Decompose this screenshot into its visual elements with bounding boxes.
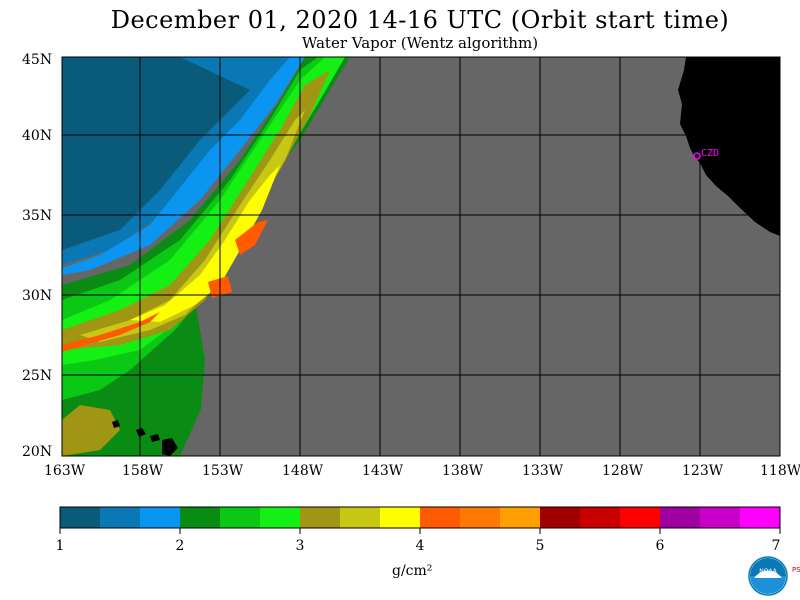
colorbar-tick-label: 6 <box>656 538 665 554</box>
lon-label-138w: 138W <box>442 463 484 479</box>
colorbar-tick-label: 5 <box>536 538 545 554</box>
lon-label-118w: 118W <box>760 463 800 479</box>
swath-band-13 <box>62 405 120 456</box>
noaa-logo: NOAA <box>748 556 788 596</box>
graticule <box>62 57 780 456</box>
lat-label-40n: 40N <box>22 128 52 144</box>
colorbar-ticks: 1 2 3 4 5 6 7 <box>56 528 781 554</box>
lat-label-35n: 35N <box>22 208 52 224</box>
lon-label-133w: 133W <box>522 463 564 479</box>
station-marker <box>693 152 701 160</box>
colorbar-swatch <box>60 507 101 528</box>
land-hawaii-3 <box>150 434 160 442</box>
colorbar-tick-label: 7 <box>772 538 781 554</box>
lat-label-30n: 30N <box>22 288 52 304</box>
lat-label-25n: 25N <box>22 368 52 384</box>
page-subtitle: Water Vapor (Wentz algorithm) <box>301 34 539 52</box>
psl-text: PSL <box>792 566 800 574</box>
lat-label-20n: 20N <box>22 444 52 460</box>
colorbar-swatch <box>340 507 381 528</box>
lon-label-143w: 143W <box>362 463 404 479</box>
colorbar-tick-label: 3 <box>296 538 305 554</box>
colorbar-tick-label: 1 <box>56 538 65 554</box>
noaa-logo-text: NOAA <box>759 568 777 575</box>
colorbar <box>60 507 781 528</box>
colorbar-swatch <box>500 507 541 528</box>
colorbar-swatch <box>420 507 461 528</box>
colorbar-swatch <box>140 507 181 528</box>
colorbar-swatch <box>300 507 341 528</box>
colorbar-swatch <box>260 507 301 528</box>
colorbar-units: g/cm² <box>392 563 433 579</box>
colorbar-swatch <box>700 507 741 528</box>
lon-label-123w: 123W <box>682 463 724 479</box>
lon-label-148w: 148W <box>282 463 324 479</box>
swath-edge-mask <box>180 57 780 456</box>
land-hawaii-4 <box>162 438 178 456</box>
swath-band-3 <box>62 57 305 275</box>
water-vapor-swath <box>62 57 780 456</box>
colorbar-swatch <box>220 507 261 528</box>
colorbar-swatch <box>540 507 581 528</box>
colorbar-swatch <box>100 507 141 528</box>
land-north-america <box>678 57 780 236</box>
swath-band-2 <box>62 57 300 270</box>
colorbar-swatch <box>180 507 221 528</box>
page-title: December 01, 2020 14-16 UTC (Orbit start… <box>110 6 730 34</box>
land-hawaii-1 <box>112 420 120 428</box>
colorbar-swatch <box>660 507 701 528</box>
station-label: CZD <box>701 148 719 159</box>
map-frame <box>61 56 781 457</box>
colorbar-swatch <box>740 507 781 528</box>
lon-label-128w: 128W <box>602 463 644 479</box>
colorbar-swatch <box>620 507 661 528</box>
swath-band-9 <box>130 165 280 322</box>
colorbar-swatch <box>380 507 421 528</box>
colorbar-swatch <box>580 507 621 528</box>
colorbar-tick-label: 2 <box>176 538 185 554</box>
lon-label-153w: 153W <box>202 463 244 479</box>
colorbar-tick-label: 4 <box>416 538 425 554</box>
swath-band-6 <box>62 57 345 365</box>
land-hawaii-2 <box>136 428 146 437</box>
lat-label-45n: 45N <box>22 52 52 68</box>
colorbar-swatch <box>460 507 501 528</box>
swath-band-10 <box>62 312 160 352</box>
lon-label-163w: 163W <box>44 463 86 479</box>
lon-label-158w: 158W <box>122 463 164 479</box>
swath-band-11 <box>235 220 268 255</box>
